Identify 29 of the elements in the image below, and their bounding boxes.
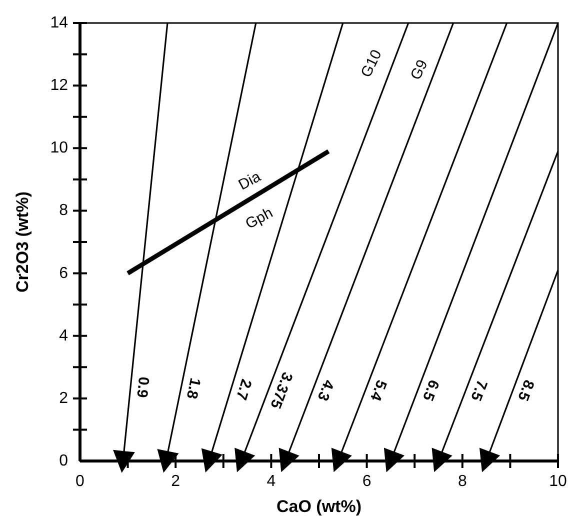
text: 8.5 [514, 377, 538, 403]
y-axis-title: Cr2O3 (wt%) [13, 191, 32, 293]
text: 6.5 [418, 378, 442, 404]
text: 0.9 [133, 376, 152, 398]
text: 7.5 [466, 378, 490, 404]
y-tick-label: 10 [50, 140, 68, 157]
x-tick-label: 8 [458, 473, 467, 490]
x-tick-label: 6 [362, 473, 372, 490]
y-tick-label: 8 [59, 202, 68, 220]
text: 3.375 [266, 370, 296, 411]
y-tick-label: 12 [50, 77, 68, 94]
y-tick-label: 4 [59, 327, 68, 344]
x-tick-label: 4 [266, 473, 276, 490]
annotation: G9 [407, 57, 432, 83]
text: 5.4 [366, 378, 390, 404]
x-tick-label: 10 [549, 473, 567, 490]
annotation: G10 [358, 47, 386, 80]
y-tick-label: 14 [50, 14, 68, 32]
y-tick-label: 0 [59, 452, 68, 470]
annotation: Dia [236, 168, 264, 194]
annotation: Gph [242, 204, 276, 233]
x-tick-label: 2 [171, 473, 180, 490]
y-tick-label: 6 [59, 264, 68, 282]
text: 4.3 [314, 378, 338, 404]
text: 1.8 [182, 376, 204, 400]
y-tick-label: 2 [59, 390, 68, 407]
x-tick-label: 0 [76, 473, 85, 490]
text: 2.7 [232, 377, 255, 402]
x-axis-title: CaO (wt%) [276, 497, 362, 516]
